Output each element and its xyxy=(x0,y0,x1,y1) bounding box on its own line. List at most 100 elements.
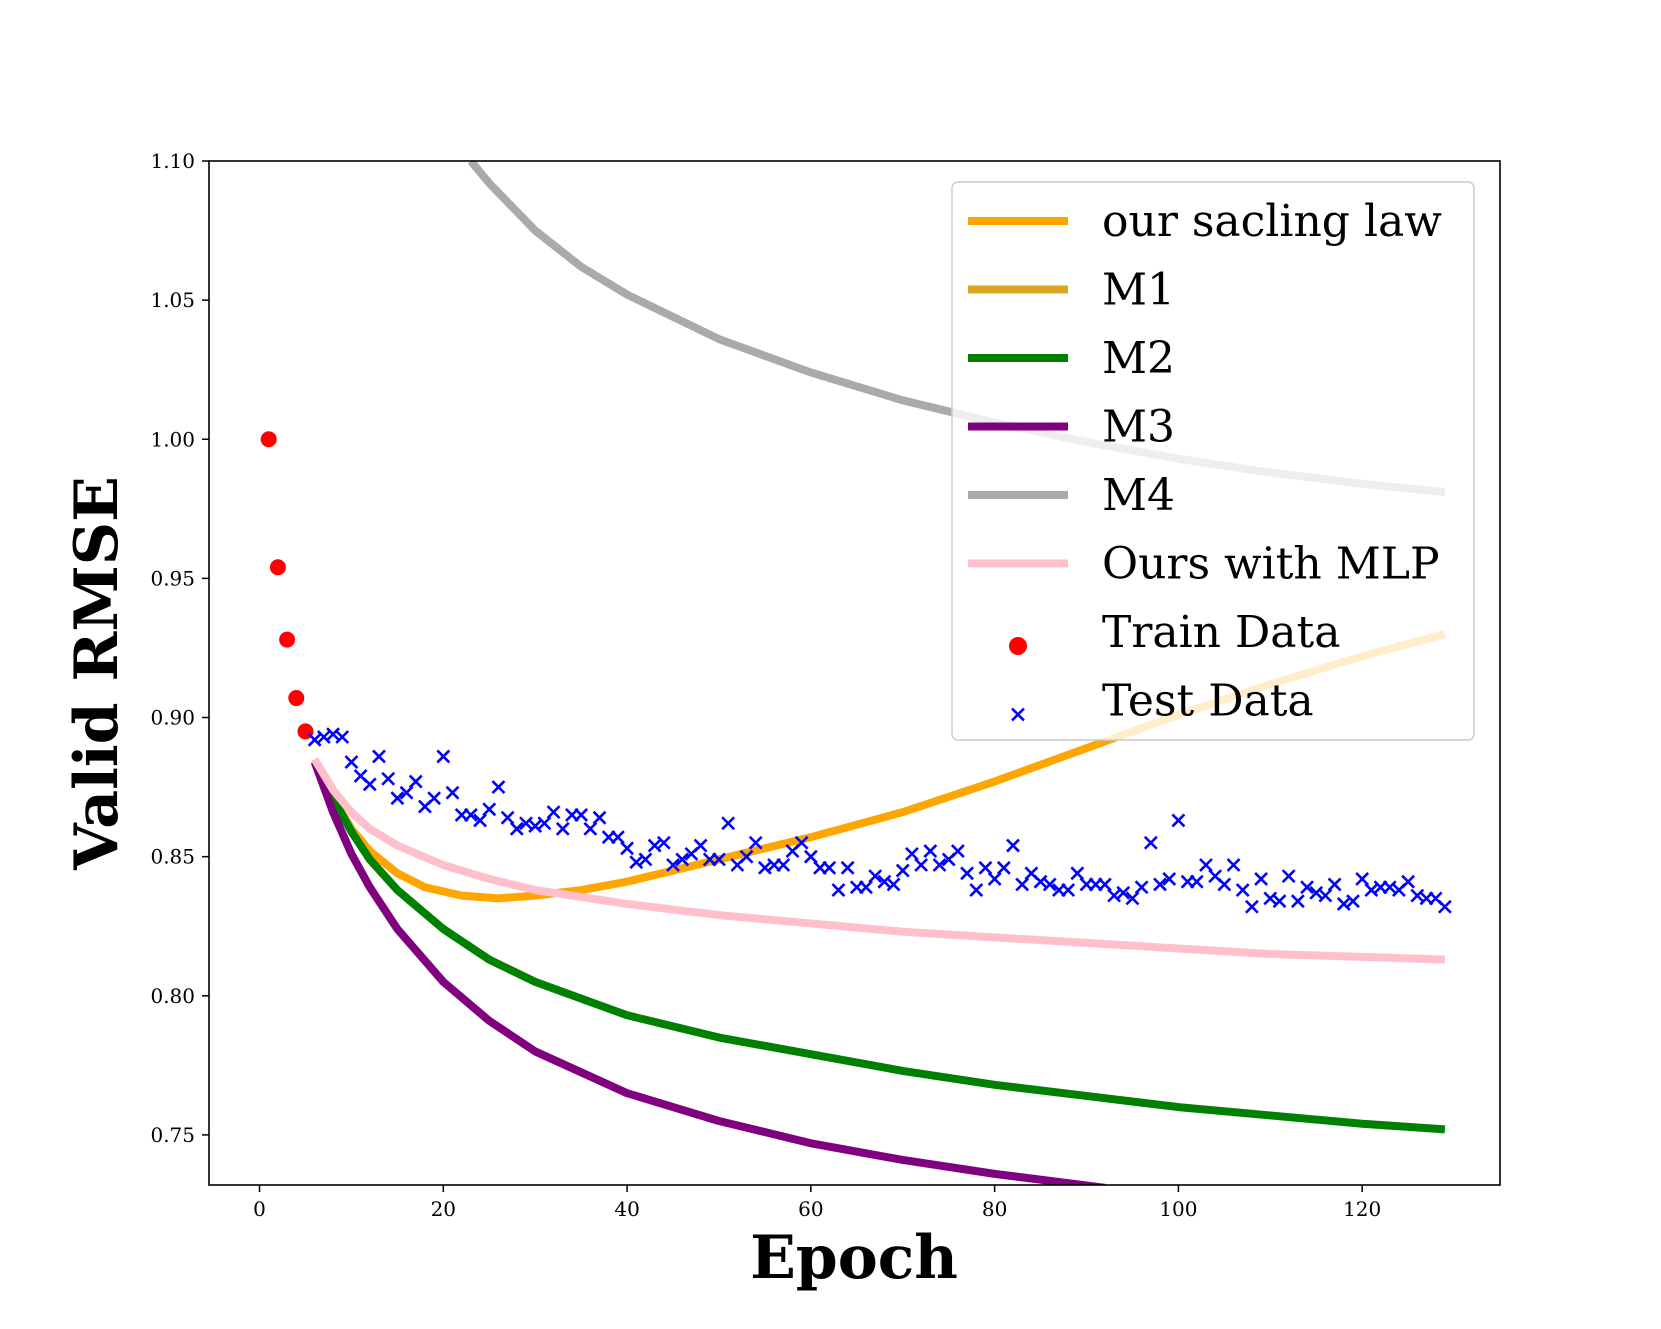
test-data-point xyxy=(1254,871,1269,886)
test-data-point xyxy=(1143,835,1158,850)
train-data-point xyxy=(279,631,296,648)
test-data-point xyxy=(372,749,386,764)
test-data-point xyxy=(923,844,938,859)
test-data-point xyxy=(1006,838,1020,853)
test-data-point xyxy=(868,869,883,884)
test-data-point xyxy=(776,858,791,872)
test-data-point xyxy=(381,771,396,786)
test-data-point xyxy=(638,852,653,867)
test-data-point xyxy=(675,852,690,867)
train-data-point xyxy=(288,690,305,707)
test-data-point xyxy=(831,883,846,897)
test-data-point xyxy=(886,877,901,892)
test-data-point xyxy=(739,849,754,864)
y-axis-title: Valid RMSE xyxy=(62,476,132,871)
test-data-point xyxy=(656,835,671,850)
test-data-point xyxy=(1226,858,1241,872)
test-data-point xyxy=(748,835,763,850)
test-data-point xyxy=(436,749,451,764)
y-tick-label: 0.80 xyxy=(150,984,195,1008)
test-data-point xyxy=(1437,899,1452,914)
test-data-point xyxy=(960,866,974,881)
test-data-point xyxy=(1318,888,1333,903)
legend-label-m4: M4 xyxy=(1102,470,1175,521)
test-data-point xyxy=(509,821,524,836)
test-data-point xyxy=(1097,877,1112,892)
x-axis-ticks: 0 20 40 60 80 100 120 xyxy=(253,1185,1381,1221)
legend-label-m1: M1 xyxy=(1102,265,1175,316)
test-data-point xyxy=(721,816,736,831)
y-tick-label: 0.75 xyxy=(150,1123,195,1147)
legend-label-m2: M2 xyxy=(1102,333,1175,384)
test-data-point xyxy=(1042,877,1057,892)
series-line-m3 xyxy=(310,760,1106,1185)
test-data-point xyxy=(822,860,837,875)
test-data-point xyxy=(666,858,680,872)
test-data-point xyxy=(1217,877,1232,892)
x-tick-label: 80 xyxy=(982,1197,1007,1221)
test-data-point xyxy=(1116,885,1131,900)
legend-swatch-train-data xyxy=(1009,637,1027,655)
test-data-point xyxy=(482,802,497,817)
y-tick-label: 1.10 xyxy=(150,149,195,173)
test-data-point xyxy=(996,860,1011,875)
test-data-point xyxy=(1327,877,1342,892)
test-data-point xyxy=(473,813,487,828)
test-data-point xyxy=(491,780,506,795)
test-data-point xyxy=(546,805,561,820)
test-data-point xyxy=(574,807,589,822)
legend: our sacling law M1 M2 M3 M4 Ours with MLP Trai… xyxy=(951,181,1475,741)
test-data-point xyxy=(500,810,515,825)
train-data-point xyxy=(260,431,277,448)
test-data-point xyxy=(1134,880,1149,895)
test-data-point xyxy=(840,860,855,875)
test-data-point xyxy=(1272,894,1287,909)
test-data-point xyxy=(1070,866,1085,881)
test-data-point xyxy=(1355,871,1370,886)
test-data-point xyxy=(335,730,350,744)
x-tick-label: 120 xyxy=(1343,1197,1381,1221)
y-tick-label: 0.95 xyxy=(150,566,195,590)
series-line-ours-with-mlp xyxy=(311,757,1446,964)
test-data-point xyxy=(1401,874,1416,889)
legend-label-test-data: Test Data xyxy=(1102,676,1314,727)
test-data-point xyxy=(1153,877,1167,892)
test-data-point xyxy=(1300,880,1314,895)
train-data-point xyxy=(269,559,286,576)
test-data-point xyxy=(905,846,919,861)
x-axis-title: Epoch xyxy=(750,1223,958,1293)
test-data-point xyxy=(620,841,635,856)
legend-label-ours-with-mlp: Ours with MLP xyxy=(1102,539,1440,590)
test-data-point xyxy=(344,755,359,769)
test-data-point xyxy=(408,774,423,789)
legend-box xyxy=(951,181,1475,741)
test-data-point xyxy=(555,821,570,836)
test-data-point xyxy=(950,844,965,859)
test-data-point xyxy=(463,807,478,822)
test-data-point xyxy=(427,791,442,806)
x-tick-label: 60 xyxy=(798,1197,823,1221)
plot-frame xyxy=(208,160,1501,1186)
test-data-point xyxy=(859,880,873,895)
test-data-point xyxy=(537,816,552,831)
y-tick-label: 1.05 xyxy=(150,288,195,312)
test-data-point xyxy=(583,821,598,836)
test-data-point xyxy=(1235,883,1250,897)
test-data-point xyxy=(1346,894,1360,909)
test-data-point xyxy=(794,835,809,850)
test-data-point xyxy=(712,852,726,867)
y-tick-label: 0.85 xyxy=(150,845,195,869)
test-data-point xyxy=(1244,899,1259,914)
test-data-point xyxy=(978,860,993,875)
test-data-point xyxy=(1171,813,1186,828)
y-tick-label: 0.90 xyxy=(150,706,195,730)
test-data-point xyxy=(932,858,947,872)
test-data-point xyxy=(969,883,984,897)
test-data-point xyxy=(803,849,818,864)
test-data-point xyxy=(914,858,929,872)
test-data-point xyxy=(1162,871,1177,886)
test-data-point xyxy=(1015,877,1030,892)
test-data-point xyxy=(1290,894,1305,909)
test-data-point xyxy=(987,871,1002,886)
